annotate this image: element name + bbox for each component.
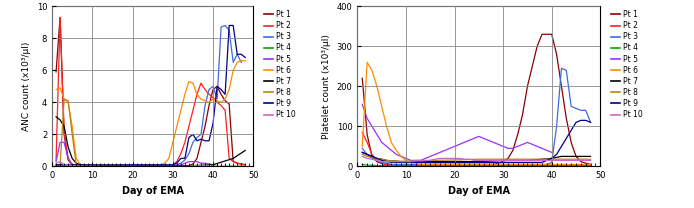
Y-axis label: ANC count (x10³/µl): ANC count (x10³/µl) [22, 42, 31, 131]
X-axis label: Day of EMA: Day of EMA [121, 186, 184, 196]
X-axis label: Day of EMA: Day of EMA [448, 186, 510, 196]
Legend: Pt 1, Pt 2, Pt 3, Pt 4, Pt 5, Pt 6, Pt 7, Pt 8, Pt 9, Pt 10: Pt 1, Pt 2, Pt 3, Pt 4, Pt 5, Pt 6, Pt 7… [264, 10, 296, 119]
Y-axis label: Platelet count (x10³/µl): Platelet count (x10³/µl) [322, 34, 331, 139]
Legend: Pt 1, Pt 2, Pt 3, Pt 4, Pt 5, Pt 6, Pt 7, Pt 8, Pt 9, Pt 10: Pt 1, Pt 2, Pt 3, Pt 4, Pt 5, Pt 6, Pt 7… [611, 10, 643, 119]
